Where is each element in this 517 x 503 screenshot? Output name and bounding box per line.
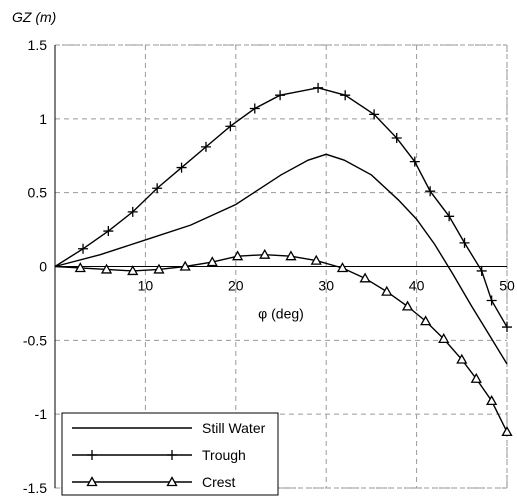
marker bbox=[456, 353, 468, 364]
y-tick-label: -1.5 bbox=[23, 480, 47, 496]
marker bbox=[336, 262, 349, 273]
marker bbox=[87, 450, 97, 460]
y-tick-label: 0 bbox=[39, 259, 47, 275]
marker bbox=[409, 156, 420, 167]
marker bbox=[444, 211, 455, 222]
marker bbox=[249, 103, 260, 114]
legend-label: Trough bbox=[202, 447, 246, 463]
marker bbox=[340, 90, 351, 101]
marker bbox=[153, 263, 165, 274]
marker bbox=[166, 476, 178, 487]
marker bbox=[486, 395, 498, 406]
marker bbox=[425, 186, 436, 197]
marker bbox=[502, 322, 512, 333]
marker bbox=[313, 82, 324, 93]
marker bbox=[103, 226, 114, 237]
marker bbox=[74, 262, 86, 273]
x-axis-label: φ (deg) bbox=[258, 306, 304, 322]
y-tick-label: -0.5 bbox=[23, 332, 47, 348]
marker bbox=[200, 141, 211, 152]
legend-label: Crest bbox=[202, 474, 236, 490]
marker bbox=[420, 315, 432, 326]
marker bbox=[167, 450, 177, 460]
marker bbox=[285, 250, 297, 261]
marker bbox=[78, 243, 89, 254]
series-line bbox=[54, 153, 508, 365]
marker bbox=[176, 162, 187, 173]
marker bbox=[86, 476, 98, 487]
marker bbox=[310, 254, 322, 265]
x-tick-label: 50 bbox=[499, 278, 515, 294]
marker bbox=[459, 237, 470, 248]
y-tick-label: 1.5 bbox=[28, 37, 48, 53]
series-line bbox=[54, 253, 508, 433]
marker bbox=[259, 248, 271, 259]
marker bbox=[127, 206, 138, 217]
marker bbox=[231, 250, 244, 261]
x-tick-label: 20 bbox=[228, 278, 244, 294]
y-tick-label: 0.5 bbox=[28, 185, 48, 201]
marker bbox=[401, 300, 414, 311]
series-line bbox=[54, 87, 508, 328]
legend-label: Still Water bbox=[202, 420, 266, 436]
x-tick-label: 30 bbox=[318, 278, 334, 294]
marker bbox=[179, 260, 191, 271]
y-tick-label: 1 bbox=[39, 111, 47, 127]
y-axis-label: GZ (m) bbox=[12, 9, 56, 25]
marker bbox=[470, 372, 482, 383]
marker bbox=[275, 90, 286, 101]
marker bbox=[501, 426, 513, 437]
marker bbox=[100, 263, 113, 274]
marker bbox=[127, 265, 139, 276]
marker bbox=[152, 183, 163, 194]
marker bbox=[381, 285, 393, 296]
y-tick-label: -1 bbox=[35, 406, 48, 422]
marker bbox=[438, 333, 450, 344]
marker bbox=[206, 256, 218, 267]
marker bbox=[359, 272, 371, 283]
marker bbox=[486, 295, 497, 306]
marker bbox=[225, 121, 236, 132]
marker bbox=[369, 109, 380, 120]
marker bbox=[476, 265, 487, 276]
x-tick-label: 10 bbox=[138, 278, 154, 294]
x-tick-label: 40 bbox=[409, 278, 425, 294]
marker bbox=[391, 133, 402, 144]
